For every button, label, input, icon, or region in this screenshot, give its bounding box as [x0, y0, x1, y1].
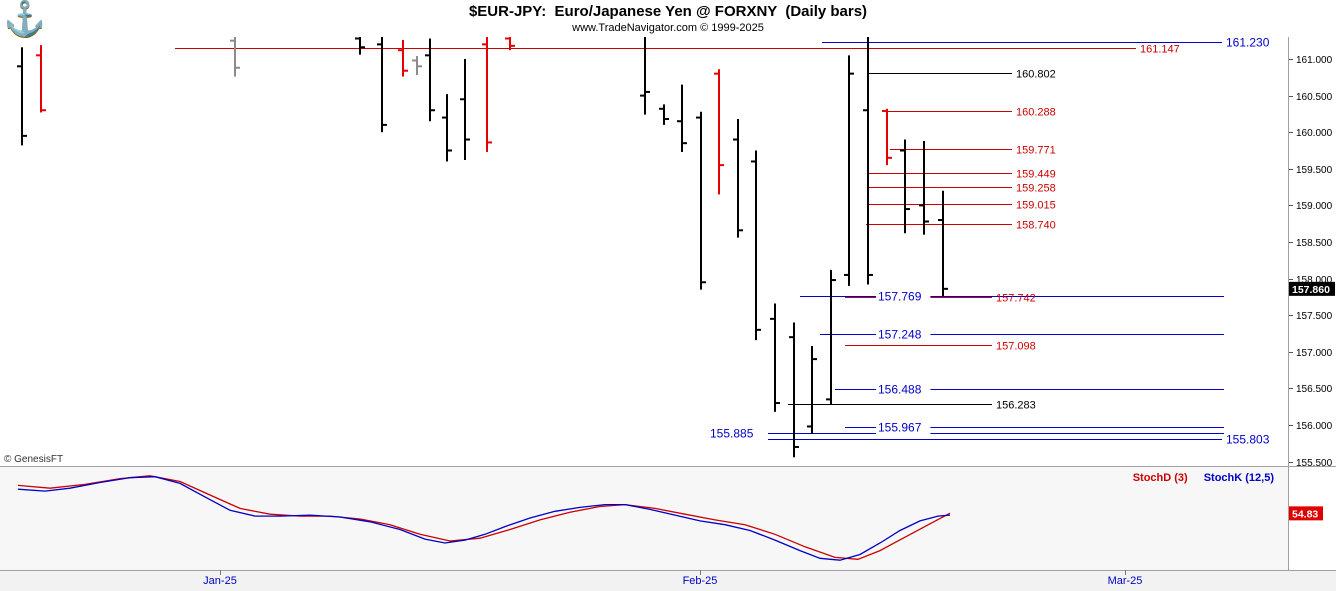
ohlc-bar — [751, 150, 761, 341]
copyright-label: © GenesisFT — [4, 454, 64, 465]
price-line-label-161.230: 161.230 — [1226, 36, 1270, 50]
stoch-legend: StochD (3) StochK (12,5) — [1133, 472, 1274, 484]
genesis-anchor-logo-icon: ⚓ — [3, 0, 47, 38]
stoch-value-badge-label: 54.83 — [1292, 508, 1318, 520]
ohlc-bar — [640, 37, 650, 115]
price-line-label-161.147: 161.147 — [1140, 44, 1180, 56]
ohlc-bar — [36, 45, 46, 113]
price-line-label-bg — [876, 327, 931, 341]
ohlc-bar — [677, 84, 687, 152]
ohlc-bar — [398, 39, 408, 77]
chart-header: $EUR-JPY: Euro/Japanese Yen @ FORXNY (Da… — [0, 0, 1336, 34]
ohlc-bar — [377, 37, 387, 133]
price-line-label-159.015: 159.015 — [1016, 200, 1056, 212]
y-axis-label: 156.000 — [1296, 421, 1333, 432]
y-axis-label: 157.500 — [1296, 311, 1333, 322]
price-line-label-159.771: 159.771 — [1016, 145, 1056, 157]
price-line-label-159.258: 159.258 — [1016, 183, 1056, 195]
price-line-label-157.742: 157.742 — [996, 293, 1036, 305]
x-axis-label[interactable]: Mar-25 — [1108, 575, 1143, 587]
ohlc-bar — [919, 140, 929, 235]
price-axis[interactable] — [1289, 37, 1336, 570]
price-line-label-155.967: 155.967 — [878, 421, 922, 435]
ohlc-bar — [733, 119, 743, 238]
x-axis-label[interactable]: Jan-25 — [203, 575, 237, 587]
ohlc-bar — [505, 37, 515, 51]
y-axis-label: 158.500 — [1296, 238, 1333, 249]
ohlc-bar — [442, 94, 452, 162]
price-line-label-155.885: 155.885 — [710, 427, 754, 441]
ohlc-bar — [17, 47, 27, 146]
ohlc-bar — [770, 303, 780, 412]
ohlc-bar — [826, 269, 836, 405]
y-axis-label: 157.000 — [1296, 348, 1333, 359]
price-line-label-160.288: 160.288 — [1016, 107, 1056, 119]
ohlc-bar — [460, 59, 470, 161]
price-line-label-158.740: 158.740 — [1016, 220, 1056, 232]
price-line-label-157.769: 157.769 — [878, 290, 922, 304]
y-axis-label: 160.500 — [1296, 92, 1333, 103]
price-line-label-157.098: 157.098 — [996, 341, 1036, 353]
ohlc-bar — [938, 190, 948, 297]
price-line-label-156.488: 156.488 — [878, 383, 922, 397]
ohlc-bar — [807, 345, 817, 434]
time-axis[interactable] — [0, 571, 1336, 591]
y-axis-label: 159.000 — [1296, 201, 1333, 212]
price-line-label-bg — [876, 289, 931, 303]
ohlc-bar — [696, 111, 706, 290]
stochk-legend-label[interactable]: StochK (12,5) — [1203, 472, 1274, 484]
ohlc-bar — [900, 139, 910, 234]
price-line-label-bg — [876, 382, 931, 396]
ohlc-bar — [425, 38, 435, 122]
ohlc-bar — [789, 322, 799, 458]
price-line-label-bg — [876, 420, 931, 434]
stoch-panel-bg — [0, 467, 1336, 570]
chart-subtitle: www.TradeNavigator.com © 1999-2025 — [572, 22, 764, 34]
price-line-label-155.803: 155.803 — [1226, 433, 1270, 447]
ohlc-bar — [412, 56, 422, 76]
last-price-badge-label: 157.860 — [1292, 284, 1330, 296]
price-line-label-160.802: 160.802 — [1016, 69, 1056, 81]
stoch-d-line — [17, 475, 951, 560]
ohlc-bar — [882, 108, 892, 166]
stoch-value-badge — [1289, 506, 1323, 521]
stochd-legend-label[interactable]: StochD (3) — [1132, 472, 1188, 484]
ohlc-bar — [844, 55, 854, 286]
y-axis-label: 158.000 — [1296, 275, 1333, 286]
price-line-label-157.248: 157.248 — [878, 328, 922, 342]
ohlc-bar — [714, 69, 724, 195]
x-axis-label[interactable]: Feb-25 — [683, 575, 718, 587]
y-axis-label: 156.500 — [1296, 384, 1333, 395]
price-line-label-159.449: 159.449 — [1016, 169, 1056, 181]
price-line-label-156.283: 156.283 — [996, 400, 1036, 412]
ohlc-bar — [863, 37, 873, 285]
stoch-k-line — [17, 476, 951, 561]
ohlc-bar — [355, 37, 365, 55]
ohlc-bar — [659, 104, 669, 125]
y-axis-label: 160.000 — [1296, 128, 1333, 139]
y-axis-label: 155.500 — [1296, 458, 1333, 469]
y-axis-label: 159.500 — [1296, 165, 1333, 176]
ohlc-bar — [230, 37, 240, 77]
chart-title: $EUR-JPY: Euro/Japanese Yen @ FORXNY (Da… — [468, 3, 868, 20]
y-axis-label: 161.000 — [1296, 55, 1333, 66]
last-price-badge — [1289, 281, 1335, 296]
ohlc-bar — [482, 37, 492, 152]
